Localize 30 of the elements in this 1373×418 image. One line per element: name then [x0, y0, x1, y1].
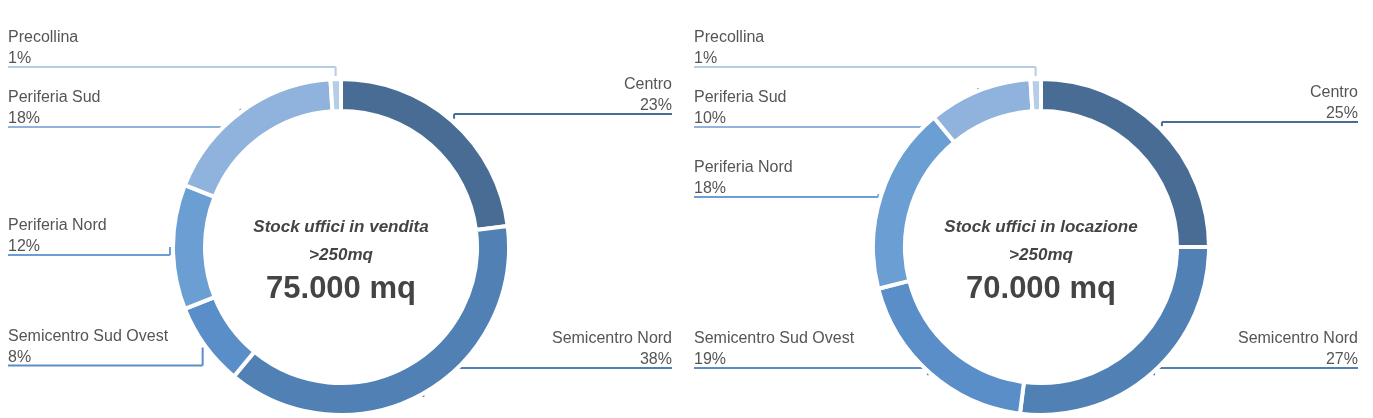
- slice-label: Periferia Sud: [694, 88, 787, 106]
- data-label: 18%: [694, 178, 727, 196]
- data-label: 25%: [1325, 104, 1358, 122]
- slice-label: Periferia Nord: [8, 216, 107, 233]
- slice-label: Precollina: [8, 28, 79, 46]
- slice-label: Periferia Sud: [8, 88, 101, 106]
- data-label: 38%: [639, 350, 672, 367]
- data-label: 23%: [639, 95, 672, 113]
- text: >250mq: [309, 245, 374, 264]
- text: >250mq: [1009, 245, 1074, 264]
- data-label: 19%: [694, 350, 727, 367]
- slice-label: Precollina: [694, 28, 765, 46]
- data-label: 27%: [1325, 350, 1358, 367]
- slice-label: Semicentro Nord: [1237, 329, 1358, 346]
- slice-label: Centro: [623, 74, 673, 92]
- text: Stock uffici in vendita: [253, 217, 429, 236]
- text: 70.000 mq: [966, 270, 1116, 305]
- slice-label: Semicentro Nord: [551, 329, 672, 346]
- data-label: 18%: [8, 109, 41, 127]
- data-label: 10%: [694, 109, 727, 127]
- data-label: 1%: [8, 49, 32, 67]
- text: Stock uffici in locazione: [944, 217, 1138, 236]
- data-label: 12%: [8, 237, 41, 254]
- data-label: 8%: [8, 347, 32, 365]
- slice-label: Periferia Nord: [694, 157, 793, 175]
- slice-label: Semicentro Sud Ovest: [694, 329, 855, 346]
- text: 75.000 mq: [266, 270, 416, 305]
- slice-label: Semicentro Sud Ovest: [8, 326, 169, 344]
- data-label: 1%: [694, 49, 718, 67]
- slice-label: Centro: [1309, 83, 1359, 101]
